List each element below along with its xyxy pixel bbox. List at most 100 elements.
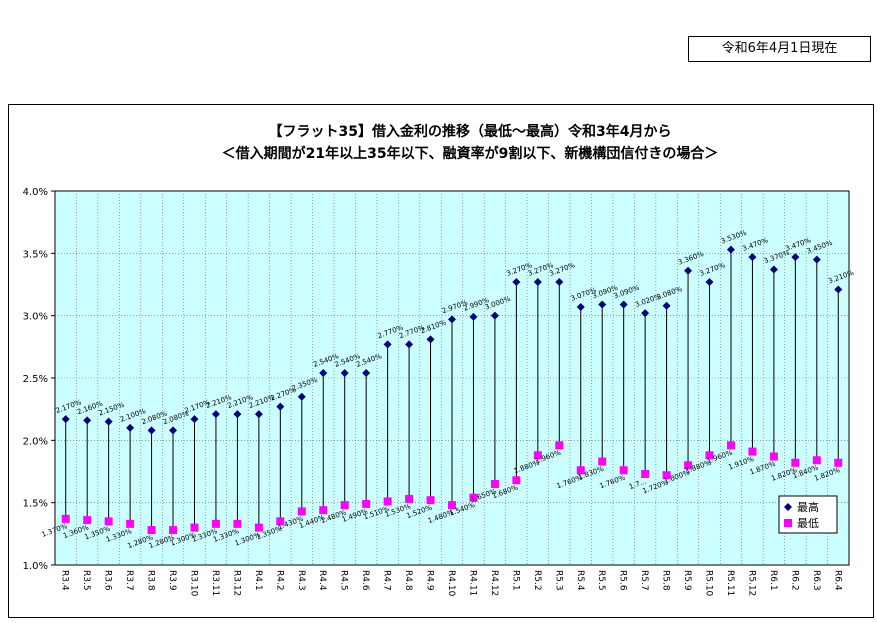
min-point [190,523,199,532]
y-tick-label: 3.5% [23,249,48,260]
x-tick-label: R5.10 [704,570,714,597]
x-tick-label: R3.6 [103,570,113,591]
x-tick-label: R3.7 [124,570,134,591]
legend-max-label: 最高 [797,500,819,514]
y-tick-label: 1.0% [23,561,48,572]
max-point [448,315,456,324]
min-point [147,526,156,535]
max-point [233,410,242,419]
legend-max-marker [784,503,792,511]
x-tick-label: R5.6 [618,570,628,591]
min-point [211,519,220,528]
max-point [297,392,306,401]
max-point [169,426,178,435]
max-point [619,300,628,309]
min-point [319,506,328,515]
min-point [469,493,478,502]
max-point [104,417,113,426]
max-point [340,369,349,378]
x-tick-label: R5.11 [725,570,735,596]
x-tick-label: R4.2 [274,570,284,591]
min-point [834,458,843,467]
min-point [405,494,414,503]
x-tick-label: R6.4 [832,570,842,591]
x-tick-label: R6.1 [768,570,778,591]
max-point [490,311,499,320]
min-point [748,447,757,456]
max-point [512,278,521,287]
y-tick-label: 2.0% [23,436,48,447]
max-point [812,255,821,264]
min-point [448,501,456,510]
min-point [340,501,349,510]
min-point [555,441,564,450]
max-point [254,410,263,419]
max-point [383,340,392,349]
min-point [791,458,800,467]
x-tick-label: R4.6 [360,570,370,591]
min-point [276,517,285,526]
y-tick-label: 3.0% [23,312,48,323]
x-tick-label: R4.9 [425,570,435,591]
max-point [769,265,778,274]
max-point [126,423,135,432]
min-point [684,461,693,470]
max-point [791,253,800,262]
max-point [598,300,607,309]
min-point [169,526,178,535]
max-point [61,415,70,424]
x-tick-label: R5.8 [661,570,671,591]
max-point [426,335,435,344]
x-tick-label: R4.12 [489,570,499,596]
x-tick-label: R6.2 [789,570,799,591]
min-point [83,516,92,525]
x-tick-label: R3.5 [81,570,91,591]
x-tick-label: R3.8 [146,570,156,591]
min-point [769,452,778,461]
max-point [555,278,564,287]
x-tick-label: R3.12 [231,570,241,596]
min-point [641,469,650,478]
max-point [83,416,92,425]
x-tick-label: R4.11 [467,570,477,596]
max-point [748,253,757,262]
max-point [147,426,156,435]
x-tick-label: R3.9 [167,570,177,591]
x-tick-label: R5.9 [682,570,692,591]
min-point [383,497,392,506]
x-tick-label: R4.3 [296,570,306,591]
min-point [126,519,135,528]
min-point [598,457,607,466]
x-tick-label: R5.3 [553,570,563,591]
min-point [619,466,628,475]
x-tick-label: R6.3 [811,570,821,591]
y-tick-label: 2.5% [23,374,48,385]
x-tick-label: R4.1 [253,570,263,591]
min-point [61,514,70,523]
min-point [512,476,521,485]
max-point [834,285,843,294]
min-point [576,466,585,475]
max-point [362,369,371,378]
x-tick-label: R5.5 [596,570,606,591]
x-tick-label: R5.12 [746,570,756,596]
plot-area: 1.0%1.5%2.0%2.5%3.0%3.5%4.0%2.170%2.160%… [23,187,856,597]
min-point [233,519,242,528]
chart-subtitle: ＜借入期間が21年以上35年以下、融資率が9割以下、新機構団信付きの場合＞ [222,145,719,162]
legend-min-label: 最低 [797,517,819,530]
min-point [662,471,671,480]
chart-title: 【フラット35】借入金利の推移（最低～最高）令和3年4月から [269,123,672,140]
min-point [490,479,499,488]
x-tick-label: R3.4 [60,570,70,591]
max-point [319,369,328,378]
max-point [726,245,735,254]
x-tick-label: R4.7 [382,570,392,591]
max-point [684,266,693,275]
x-tick-label: R3.10 [188,570,198,597]
min-point [705,451,714,460]
min-point [533,451,542,460]
max-point [276,402,285,411]
legend-min-marker [784,519,792,527]
x-tick-label: R4.5 [339,570,349,591]
